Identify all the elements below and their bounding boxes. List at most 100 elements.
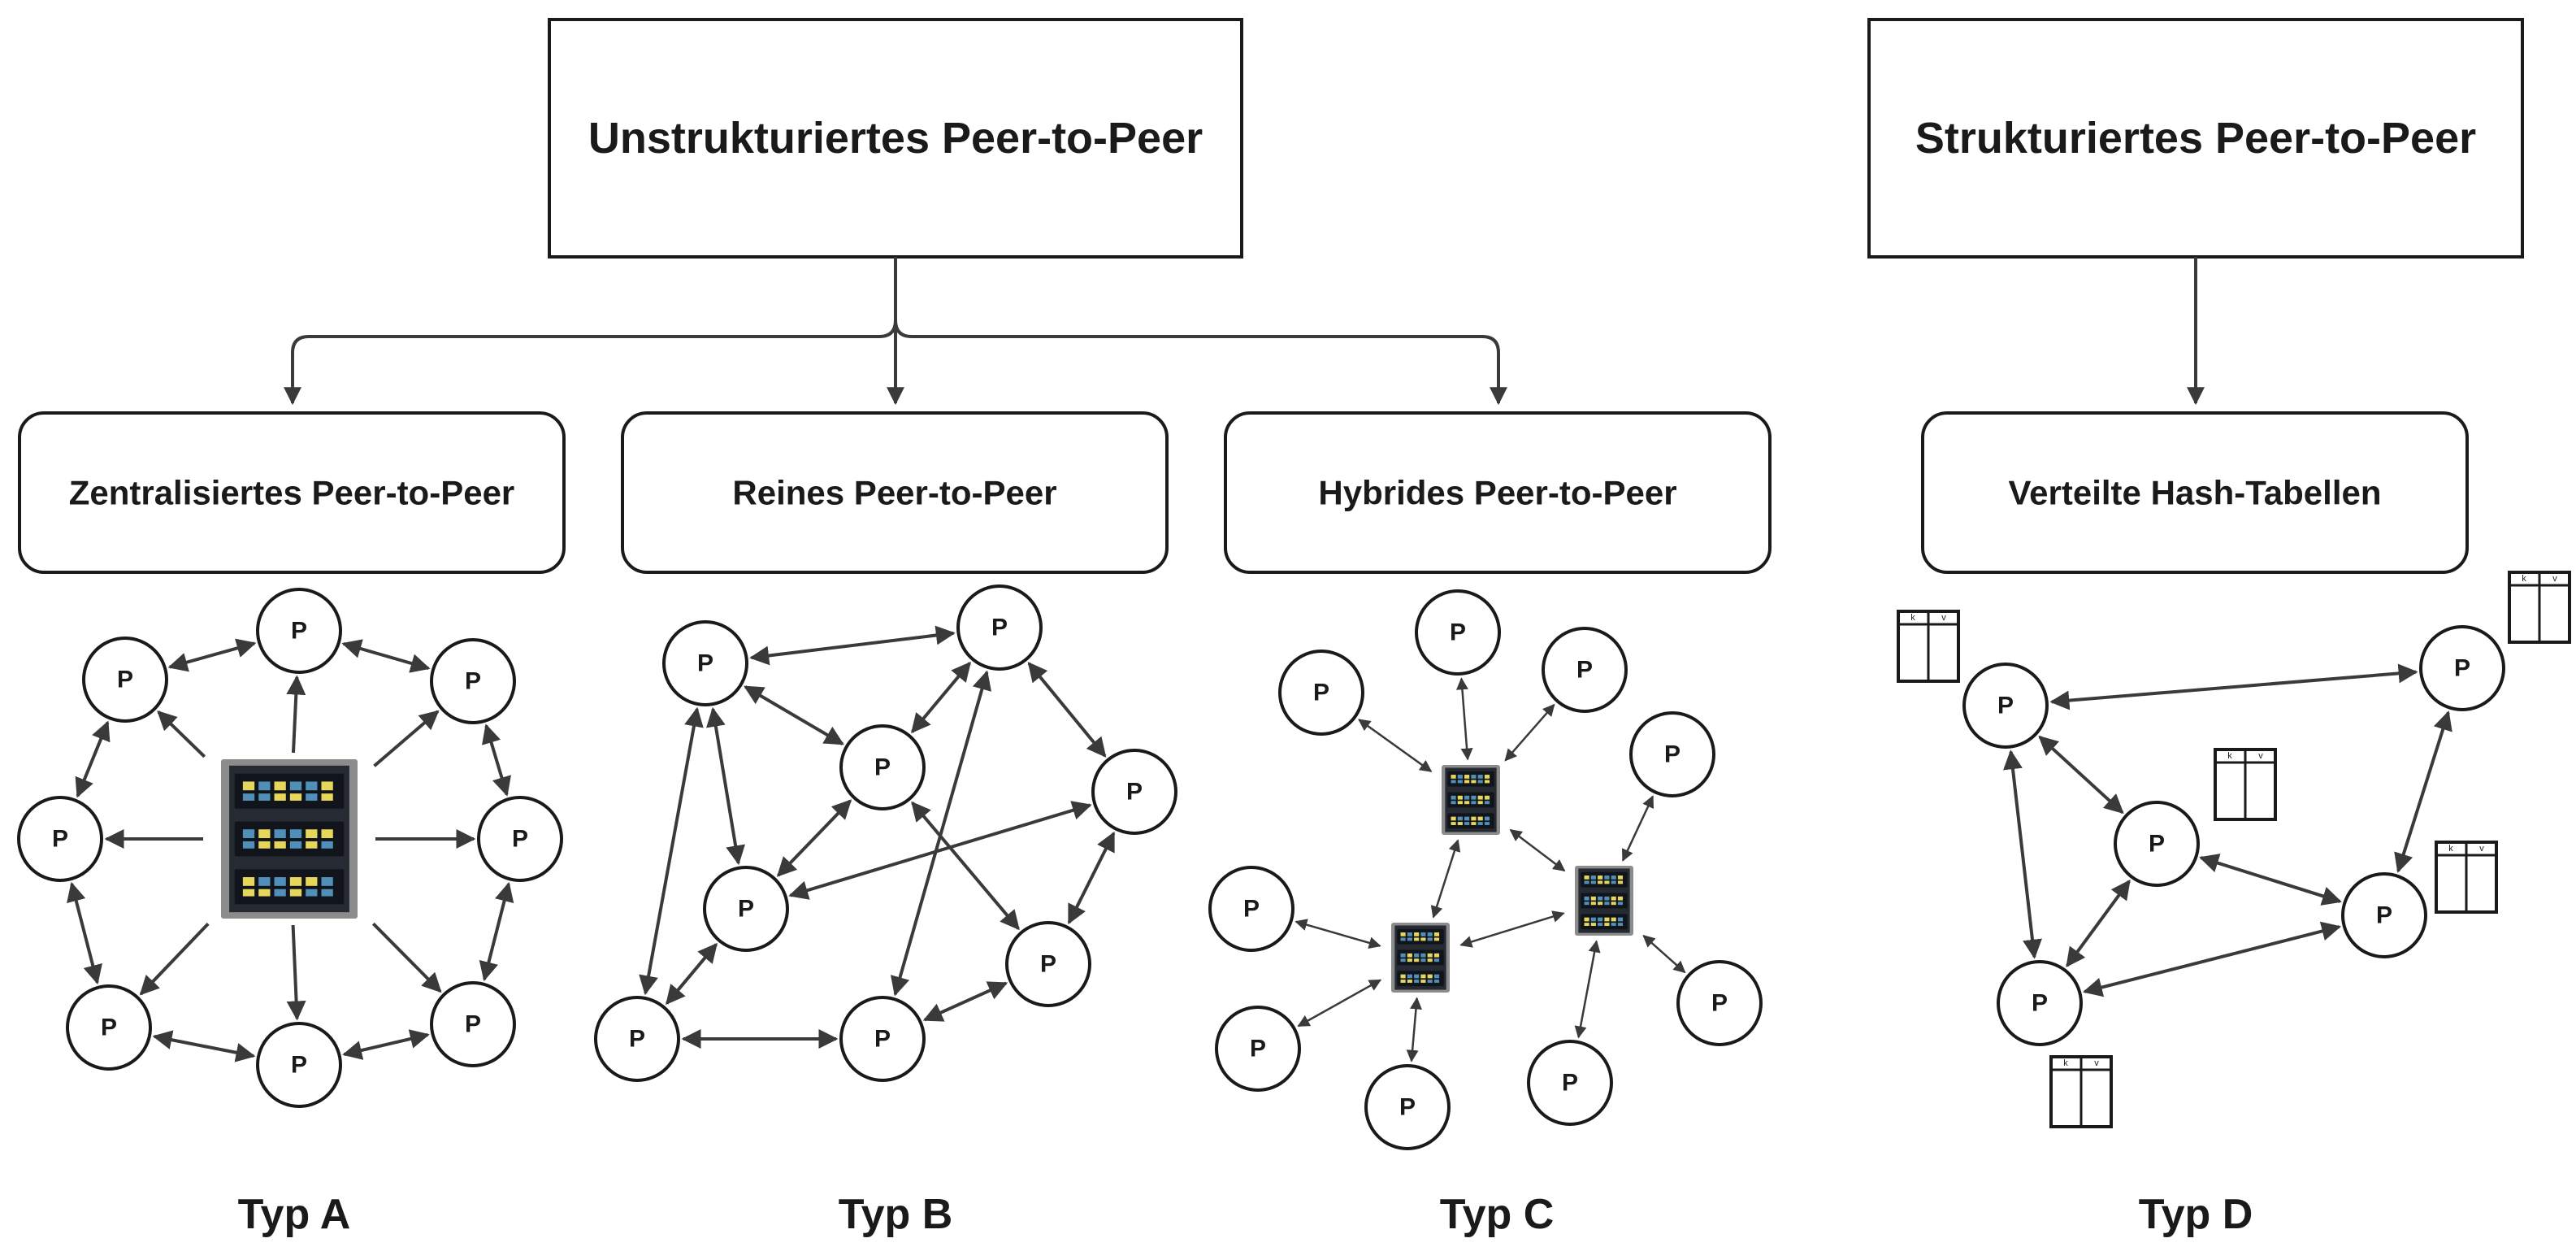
bidirectional-arrow: [744, 685, 844, 745]
arrow: [373, 710, 440, 767]
peer-node: P: [1542, 627, 1628, 713]
bidirectional-arrow: [666, 942, 718, 1006]
bidirectional-arrow: [1027, 662, 1107, 758]
peer-node: P: [662, 620, 748, 706]
peer-node: P: [430, 638, 516, 724]
server-icon: [221, 759, 358, 919]
svg-text:v: v: [2479, 844, 2484, 854]
bidirectional-arrow: [1621, 795, 1654, 862]
svg-text:v: v: [2094, 1058, 2099, 1068]
peer-label: P: [874, 1026, 891, 1053]
peer-node: P: [17, 796, 103, 882]
svg-text:k: k: [2227, 751, 2232, 761]
peer-node: P: [1629, 711, 1715, 797]
peer-node: P: [1962, 663, 2049, 749]
bidirectional-arrow: [1430, 839, 1461, 919]
svg-text:k: k: [1910, 613, 1915, 623]
peer-node: P: [1415, 589, 1501, 676]
bidirectional-arrow: [1067, 831, 1116, 925]
typ-a-label: Typ A: [238, 1191, 351, 1238]
arrow: [371, 922, 442, 993]
bidirectional-arrow: [67, 881, 102, 985]
bidirectional-arrow: [2038, 735, 2124, 815]
bidirectional-arrow: [75, 720, 111, 798]
peer-node: P: [256, 588, 342, 674]
bidirectional-arrow: [167, 638, 257, 672]
bidirectional-arrow: [788, 801, 1092, 900]
hybrid-title: Hybrides Peer-to-Peer: [1318, 474, 1676, 512]
peer-label: P: [2376, 902, 2392, 929]
bidirectional-arrow: [479, 881, 514, 982]
peer-node: P: [477, 796, 563, 882]
bidirectional-arrow: [1504, 703, 1555, 762]
bidirectional-arrow: [1642, 935, 1686, 974]
peer-label: P: [1243, 896, 1260, 923]
peer-label: P: [117, 667, 133, 693]
peer-label: P: [697, 650, 713, 677]
peer-label: P: [1450, 619, 1466, 646]
typ-c-diagram: P P P P P P P P P: [1208, 589, 1763, 1150]
peer-label: P: [1040, 951, 1056, 978]
svg-text:v: v: [2552, 574, 2557, 584]
bidirectional-arrow: [776, 799, 852, 877]
typ-a-diagram: P P P P P P P P: [17, 588, 563, 1108]
structured-box: Strukturiertes Peer-to-Peer: [1867, 18, 2524, 259]
bidirectional-arrow: [1455, 677, 1473, 761]
pure-title: Reines Peer-to-Peer: [732, 474, 1056, 512]
peer-label: P: [2032, 990, 2048, 1017]
peer-node: P: [1527, 1040, 1613, 1126]
bidirectional-arrow: [890, 670, 992, 997]
peer-label: P: [1664, 741, 1680, 768]
arrow: [157, 710, 206, 758]
bidirectional-arrow: [1574, 940, 1601, 1039]
typ-b-label: Typ B: [839, 1191, 953, 1238]
svg-text:k: k: [2522, 574, 2526, 584]
peer-label: P: [465, 1011, 481, 1038]
peer-label: P: [291, 1052, 307, 1079]
bidirectional-arrow: [2199, 854, 2342, 906]
hybrid-box: Hybrides Peer-to-Peer: [1224, 411, 1772, 574]
peer-node: P: [1997, 960, 2083, 1046]
bidirectional-arrow: [705, 706, 746, 866]
peer-label: P: [2149, 831, 2165, 858]
bidirectional-arrow: [1358, 719, 1433, 772]
peer-node: P: [82, 637, 168, 723]
unstructured-title: Unstrukturiertes Peer-to-Peer: [588, 114, 1203, 163]
peer-label: P: [1126, 779, 1143, 806]
peer-label: P: [1711, 990, 1728, 1017]
bidirectional-arrow: [342, 1029, 430, 1060]
peer-node: P: [2419, 625, 2505, 711]
server-icon: [1391, 923, 1450, 993]
bidirectional-arrow: [749, 625, 956, 666]
peer-node: P: [2114, 801, 2200, 887]
svg-text:k: k: [2448, 844, 2453, 854]
svg-text:v: v: [2258, 751, 2263, 761]
svg-text:k: k: [2063, 1058, 2068, 1068]
peer-label: P: [512, 826, 528, 853]
peer-node: P: [1278, 650, 1364, 736]
peer-node: P: [839, 996, 926, 1082]
unstructured-box: Unstrukturiertes Peer-to-Peer: [548, 18, 1243, 259]
peer-label: P: [1250, 1036, 1266, 1062]
peer-node: P: [594, 996, 680, 1082]
peer-label: P: [738, 896, 754, 923]
peer-node: P: [2341, 872, 2427, 958]
peer-node: P: [1364, 1064, 1451, 1150]
bidirectional-arrow: [1295, 919, 1381, 949]
peer-label: P: [465, 668, 481, 695]
bidirectional-arrow: [1459, 910, 1565, 948]
bidirectional-arrow: [639, 706, 704, 996]
dht-box: Verteilte Hash-Tabellen: [1921, 411, 2469, 574]
typ-b-diagram: P P P P P P P P: [594, 584, 1177, 1082]
structured-title: Strukturiertes Peer-to-Peer: [1915, 114, 2476, 163]
arrow: [286, 675, 306, 754]
tree-connectors: [284, 257, 2205, 406]
centralized-box: Zentralisiertes Peer-to-Peer: [18, 411, 566, 574]
arrow: [139, 922, 210, 996]
bidirectional-arrow: [911, 661, 971, 734]
